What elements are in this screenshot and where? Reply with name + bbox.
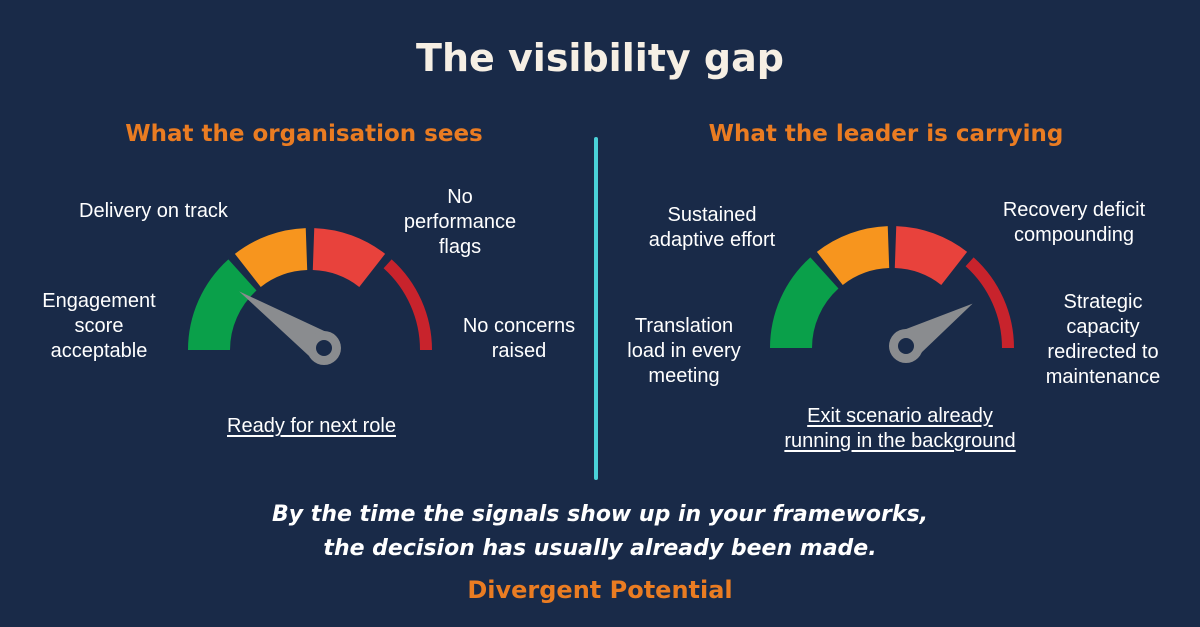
gauge-hub-hole (898, 338, 914, 354)
right-gauge (770, 226, 1014, 363)
gauge-segment-orange (816, 226, 890, 285)
gauge-segment-red (312, 228, 386, 287)
label-recovery-deficit: Recovery deficit compounding (1002, 199, 1146, 246)
panel-divider (594, 137, 598, 480)
left-panel-heading: What the organisation sees (125, 121, 483, 147)
closing-quote: By the time the signals show up in your … (272, 502, 928, 561)
brand-name: Divergent Potential (467, 576, 733, 604)
link-ready-for-next-role[interactable]: Ready for next role (227, 415, 396, 437)
gauge-segment-orange (234, 228, 308, 287)
gauge-segment-green (188, 259, 257, 350)
label-delivery-on-track: Delivery on track (79, 200, 228, 222)
gauge-hub-hole (316, 340, 332, 356)
label-no-performance-flags: No performance flags (403, 186, 517, 258)
gauge-segment-red (894, 226, 968, 285)
label-no-concerns-raised: No concerns raised (462, 315, 576, 362)
label-sustained-adaptive-effort: Sustained adaptive effort (648, 204, 776, 251)
link-exit-scenario[interactable]: Exit scenario already running in the bac… (784, 405, 1016, 452)
label-strategic-capacity: Strategic capacity redirected to mainten… (1045, 291, 1161, 388)
gauge-segment-darkred (965, 257, 1014, 348)
right-panel-heading: What the leader is carrying (708, 121, 1064, 147)
page-title: The visibility gap (416, 36, 784, 80)
gauge-segment-green (770, 257, 839, 348)
gauge-segment-darkred (383, 259, 432, 350)
label-engagement-score: Engagement score acceptable (42, 290, 156, 362)
label-translation-load: Translation load in every meeting (627, 315, 741, 387)
left-gauge (188, 228, 432, 365)
